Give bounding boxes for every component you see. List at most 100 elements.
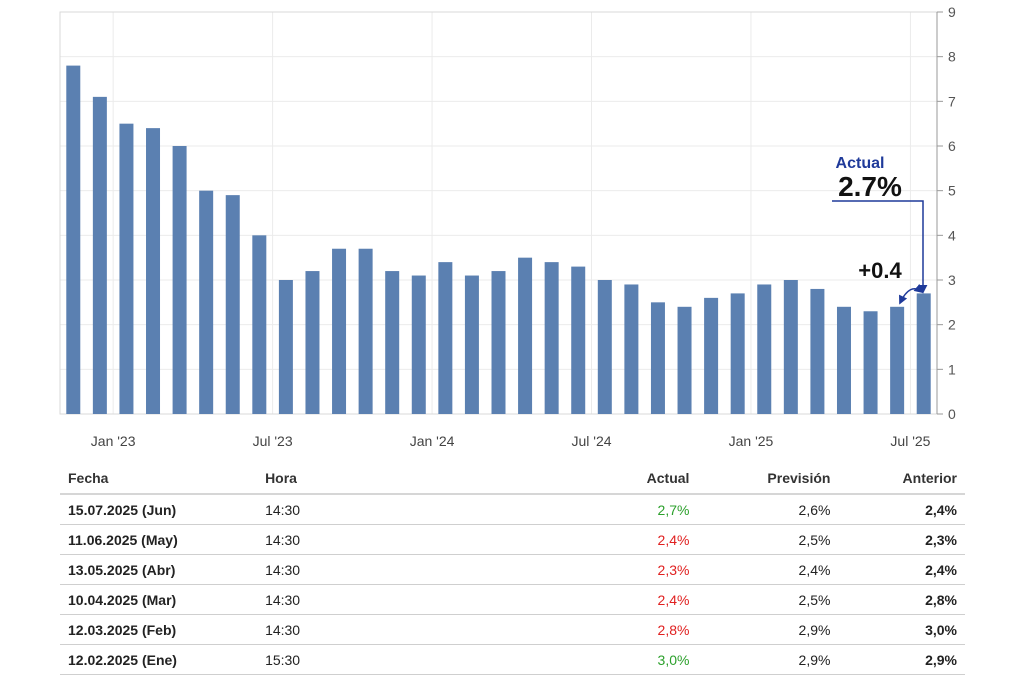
releases-table: Fecha Hora Actual Previsión Anterior 15.…: [60, 462, 965, 675]
cell-fecha: 13.05.2025 (Abr): [60, 554, 258, 585]
header-hora: Hora: [257, 462, 480, 495]
bar: [677, 306, 692, 414]
cell-anterior: 2,9%: [838, 644, 965, 675]
y-tick-label: 1: [948, 361, 956, 377]
cell-hora: 14:30: [257, 494, 480, 525]
bar: [730, 293, 745, 414]
actual-annotation-value: 2.7%: [838, 171, 902, 202]
table-row: 10.04.2025 (Mar) 14:30 2,4% 2,5% 2,8%: [60, 584, 965, 615]
bar: [225, 195, 240, 414]
cell-prevision: 2,5%: [697, 584, 839, 615]
cell-prevision: 2,6%: [697, 494, 839, 525]
x-tick-label: Jul '23: [253, 433, 293, 449]
actual-annotation-leader: [832, 200, 928, 294]
cell-actual: 3,0%: [479, 644, 698, 675]
x-tick-label: Jan '25: [729, 433, 774, 449]
cell-actual: 2,7%: [479, 494, 698, 525]
bar: [704, 297, 719, 414]
change-annotation-value: +0.4: [858, 258, 902, 283]
cell-hora: 14:30: [257, 554, 480, 585]
bar: [305, 271, 320, 414]
x-tick-label: Jul '25: [890, 433, 930, 449]
header-prevision: Previsión: [697, 462, 839, 495]
y-tick-label: 9: [948, 4, 956, 20]
cell-actual: 2,4%: [479, 584, 698, 615]
cell-anterior: 2,8%: [838, 584, 965, 615]
cell-fecha: 12.03.2025 (Feb): [60, 614, 258, 645]
bar: [438, 262, 453, 414]
y-tick-label: 7: [948, 93, 956, 109]
table-row: 13.05.2025 (Abr) 14:30 2,3% 2,4% 2,4%: [60, 554, 965, 585]
bar: [624, 284, 639, 414]
y-tick-label: 2: [948, 317, 956, 333]
cell-prevision: 2,5%: [697, 524, 839, 555]
table-row: 11.06.2025 (May) 14:30 2,4% 2,5% 2,3%: [60, 524, 965, 555]
table-row: 12.02.2025 (Ene) 15:30 3,0% 2,9% 2,9%: [60, 644, 965, 675]
chart-annotations: Actual 2.7% +0.4: [832, 155, 928, 305]
bar: [464, 275, 479, 414]
bar: [66, 65, 81, 414]
y-tick-label: 3: [948, 272, 956, 288]
bar: [836, 306, 851, 414]
bar: [810, 288, 825, 414]
bar: [757, 284, 772, 414]
bar: [119, 123, 134, 415]
header-fecha: Fecha: [60, 462, 258, 495]
bar: [783, 280, 798, 414]
y-tick-label: 6: [948, 138, 956, 154]
x-tick-label: Jan '23: [91, 433, 136, 449]
cell-fecha: 15.07.2025 (Jun): [60, 494, 258, 525]
cell-actual: 2,8%: [479, 614, 698, 645]
cell-actual: 2,3%: [479, 554, 698, 585]
cell-prevision: 2,9%: [697, 644, 839, 675]
cell-anterior: 2,3%: [838, 524, 965, 555]
y-tick-label: 0: [948, 406, 956, 422]
bar: [411, 275, 426, 414]
bar: [146, 128, 161, 414]
header-anterior: Anterior: [838, 462, 965, 495]
bar: [916, 293, 931, 414]
bar: [518, 257, 533, 414]
x-tick-label: Jan '24: [410, 433, 455, 449]
bar: [650, 302, 665, 414]
bar: [278, 280, 293, 414]
y-tick-label: 4: [948, 227, 956, 243]
bar: [332, 248, 347, 414]
bar: [385, 271, 400, 414]
actual-annotation-title: Actual: [836, 155, 885, 172]
bar: [890, 306, 905, 414]
bar: [199, 190, 214, 414]
cell-anterior: 2,4%: [838, 554, 965, 585]
cell-fecha: 12.02.2025 (Ene): [60, 644, 258, 675]
bar: [863, 311, 878, 414]
cell-hora: 15:30: [257, 644, 480, 675]
y-tick-label: 8: [948, 49, 956, 65]
cell-hora: 14:30: [257, 614, 480, 645]
table-row: 12.03.2025 (Feb) 14:30 2,8% 2,9% 3,0%: [60, 614, 965, 645]
cell-anterior: 3,0%: [838, 614, 965, 645]
bar: [172, 146, 187, 414]
cell-prevision: 2,9%: [697, 614, 839, 645]
header-actual: Actual: [479, 462, 698, 495]
bar: [544, 262, 559, 414]
cell-actual: 2,4%: [479, 524, 698, 555]
bar-chart: 0 1 2 3 4 5 6 7 8 9 Jan '23 Jul '23 Jan '24 Jul '24 Ja…: [59, 4, 956, 449]
cell-anterior: 2,4%: [838, 494, 965, 525]
y-tick-label: 5: [948, 183, 956, 199]
cell-fecha: 10.04.2025 (Mar): [60, 584, 258, 615]
bar: [358, 248, 373, 414]
change-annotation-arrow: [899, 283, 924, 305]
bar: [597, 280, 612, 414]
cell-fecha: 11.06.2025 (May): [60, 524, 258, 555]
cell-prevision: 2,4%: [697, 554, 839, 585]
cell-hora: 14:30: [257, 584, 480, 615]
bar: [252, 235, 267, 414]
table-header-row: Fecha Hora Actual Previsión Anterior: [60, 462, 965, 495]
table-row: 15.07.2025 (Jun) 14:30 2,7% 2,6% 2,4%: [60, 494, 965, 525]
chart-axes: 0 1 2 3 4 5 6 7 8 9 Jan '23 Jul '23 Jan '24 Jul '24 Ja…: [91, 4, 956, 449]
chart-bars: [66, 65, 931, 415]
bar: [92, 96, 107, 414]
cell-hora: 14:30: [257, 524, 480, 555]
bar: [491, 271, 506, 414]
bar: [571, 266, 586, 414]
